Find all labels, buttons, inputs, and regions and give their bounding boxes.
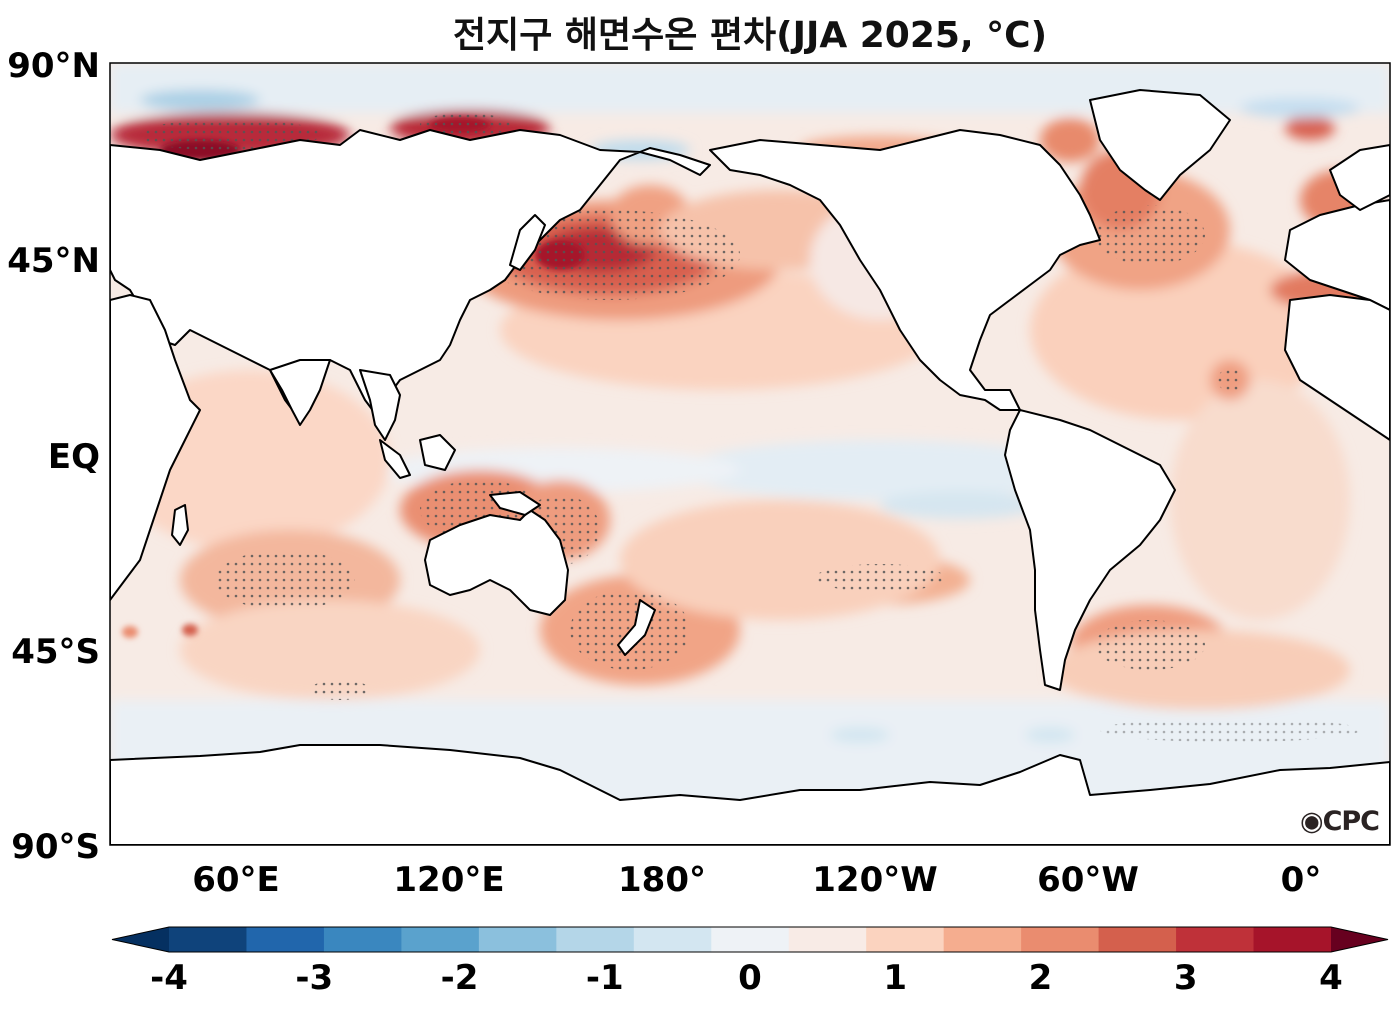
lat-label-45s: 45°S [11,632,100,672]
colorbar-swatch [169,927,247,952]
colorbar-extend-low [112,927,169,952]
australia-land [424,509,569,616]
colorbar-swatch [711,927,790,952]
cpc-logo-text: CPC [1322,806,1380,837]
lon-label-120e: 120°E [393,860,505,900]
colorbar-swatch [1021,927,1100,952]
cpc-logo-mark: ◉ [1300,806,1324,837]
map-area [110,63,1390,845]
colorbar-swatch [478,927,557,952]
colorbar-swatch [866,927,945,952]
map-title: 전지구 해면수온 편차(JJA 2025, °C) [452,15,1048,56]
cpc-logo: ◉CPC [1300,806,1380,837]
colorbar-swatch [1176,927,1255,952]
lat-label-45n: 45°N [7,241,100,281]
colorbar-tick-label: -2 [440,958,479,998]
sumatra-land [379,439,411,479]
colorbar-swatch [633,927,712,952]
lon-label-60e: 60°E [192,860,280,900]
africa-land [110,294,201,601]
colorbar-tick-label: 2 [1028,958,1053,998]
new-zealand-land [617,599,656,656]
north-america-land [709,129,1101,411]
colorbar-tick-label: 0 [738,958,762,998]
colorbar-swatch [788,927,867,952]
colorbar-extend-high [1331,927,1388,952]
japan-land [509,214,546,271]
india-land [269,359,331,426]
colorbar-tick-label: -1 [585,958,624,998]
colorbar-tick-label: -3 [295,958,334,998]
antarctica-land [110,744,1390,845]
colorbar-swatch [323,927,402,952]
colorbar-swatch [246,927,325,952]
scandinavia-land [1329,144,1390,211]
new-guinea-land [489,491,541,516]
colorbar-swatch [1098,927,1177,952]
significance-stippling [140,113,1360,742]
lon-label-0: 0° [1280,860,1322,900]
south-america-land [1004,409,1176,691]
colorbar-tick-label: 4 [1319,958,1343,998]
greenland-land [1089,89,1231,201]
map-frame [109,62,1391,846]
lon-label-120w: 120°W [812,860,938,900]
lon-label-180: 180° [618,860,706,900]
colorbar-tick-label: 1 [883,958,908,998]
colorbar-swatch [943,927,1022,952]
lat-label-eq: EQ [47,437,100,477]
colorbar-swatch [401,927,480,952]
lat-label-90s: 90°S [11,827,100,867]
lat-label-90n: 90°N [7,46,100,86]
colorbar-outline [111,926,1389,953]
lon-label-60w: 60°W [1037,860,1139,900]
borneo-land [419,434,456,471]
madagascar-land [171,504,189,546]
land-masses [110,89,1390,845]
colorbar-tick-label: -4 [150,958,188,998]
colorbar-tick-label: 3 [1173,958,1198,998]
west-africa-land [1284,294,1390,441]
indochina-land [359,369,401,441]
colorbar [111,926,1389,953]
colorbar-swatch [556,927,635,952]
eurasia-land [110,129,711,421]
colorbar-swatch [1253,927,1332,952]
